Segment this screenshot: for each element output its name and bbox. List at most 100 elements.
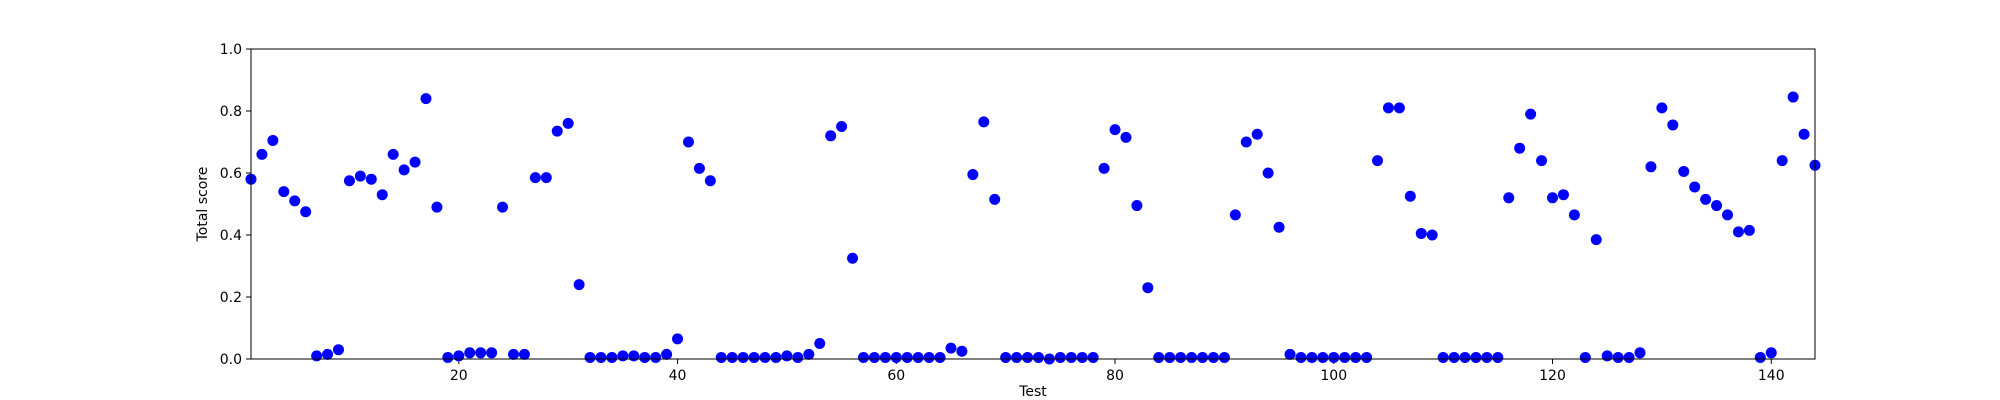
data-point xyxy=(1754,351,1766,363)
data-point xyxy=(1339,351,1351,363)
data-point xyxy=(1098,162,1110,174)
data-point xyxy=(1634,347,1646,359)
data-point xyxy=(1743,224,1755,236)
data-point xyxy=(912,351,924,363)
data-point xyxy=(1197,351,1209,363)
data-point xyxy=(595,351,607,363)
data-point xyxy=(748,351,760,363)
data-point xyxy=(1689,181,1701,193)
data-point xyxy=(1426,229,1438,241)
data-point xyxy=(737,351,749,363)
data-point xyxy=(836,121,848,132)
data-point xyxy=(1492,351,1504,363)
data-point xyxy=(1317,351,1329,363)
data-point xyxy=(1087,351,1099,363)
data-point xyxy=(365,173,377,185)
data-point xyxy=(901,351,913,363)
data-point xyxy=(464,347,476,359)
data-point xyxy=(267,134,279,146)
data-point xyxy=(1415,227,1427,239)
data-point xyxy=(573,279,585,291)
data-point xyxy=(639,351,651,363)
data-point xyxy=(792,351,804,363)
data-point xyxy=(879,351,891,363)
data-point xyxy=(672,333,684,345)
data-point xyxy=(1656,102,1668,114)
data-point xyxy=(650,351,662,363)
data-point xyxy=(387,148,399,160)
data-point xyxy=(606,351,618,363)
data-point xyxy=(1054,351,1066,363)
data-point xyxy=(923,351,935,363)
data-point xyxy=(289,195,301,207)
data-point xyxy=(1732,226,1744,238)
data-point xyxy=(1393,102,1405,114)
x-tick-label: 20 xyxy=(450,368,468,384)
data-point xyxy=(803,348,815,360)
data-point xyxy=(1350,351,1362,363)
data-point xyxy=(1273,221,1285,233)
data-point xyxy=(1798,128,1810,140)
data-point xyxy=(1514,142,1526,154)
data-point xyxy=(1623,351,1635,363)
data-point xyxy=(1765,347,1777,359)
data-point xyxy=(1525,108,1537,120)
data-point xyxy=(715,351,727,363)
data-point xyxy=(343,175,355,187)
data-point xyxy=(628,350,640,362)
data-point xyxy=(1481,351,1493,363)
data-point xyxy=(704,175,716,187)
y-tick-label: 1.0 xyxy=(220,42,242,58)
y-tick-label: 0.0 xyxy=(220,352,242,368)
data-point xyxy=(1503,192,1515,204)
data-point xyxy=(770,351,782,363)
data-point xyxy=(507,348,519,360)
data-point xyxy=(978,116,990,128)
data-point xyxy=(1678,165,1690,177)
data-point xyxy=(311,350,323,362)
data-point xyxy=(453,350,465,362)
data-point xyxy=(814,338,826,349)
data-point xyxy=(759,351,771,363)
data-point xyxy=(1404,190,1416,202)
data-point xyxy=(376,189,388,201)
data-point xyxy=(551,125,563,137)
data-point xyxy=(825,130,837,142)
data-point xyxy=(1142,282,1154,294)
data-point xyxy=(278,186,290,198)
data-point xyxy=(475,347,487,359)
data-point xyxy=(1372,155,1384,167)
y-tick-label: 0.6 xyxy=(220,166,242,182)
data-point xyxy=(726,351,738,363)
data-point xyxy=(1382,102,1394,114)
x-tick-label: 120 xyxy=(1539,368,1566,384)
data-point xyxy=(1590,234,1602,246)
data-point xyxy=(1186,351,1198,363)
data-point xyxy=(1120,131,1132,143)
data-point xyxy=(398,164,410,176)
data-point xyxy=(857,351,869,363)
data-point xyxy=(1109,124,1121,136)
points-layer xyxy=(245,91,1821,365)
ticks-layer: 20 40 60 80 100 120 140 0.0 0.2 0.4 0.6 0.8 1.0 xyxy=(220,42,1785,384)
data-point xyxy=(1011,351,1023,363)
data-point xyxy=(617,350,629,362)
data-point xyxy=(1164,351,1176,363)
data-point xyxy=(989,193,1001,205)
x-tick-label: 80 xyxy=(1106,368,1124,384)
data-point xyxy=(442,351,454,363)
data-point xyxy=(1229,209,1241,221)
data-point xyxy=(693,162,705,174)
data-point xyxy=(562,117,574,129)
x-tick-label: 140 xyxy=(1758,368,1785,384)
y-axis-label: Total score xyxy=(195,167,211,243)
data-point xyxy=(518,348,530,360)
data-point xyxy=(1536,155,1548,167)
x-axis-label: Test xyxy=(1018,384,1047,400)
data-point xyxy=(1295,351,1307,363)
y-tick-label: 0.4 xyxy=(220,228,242,244)
data-point xyxy=(934,351,946,363)
data-point xyxy=(1601,350,1613,362)
data-point xyxy=(540,172,552,184)
